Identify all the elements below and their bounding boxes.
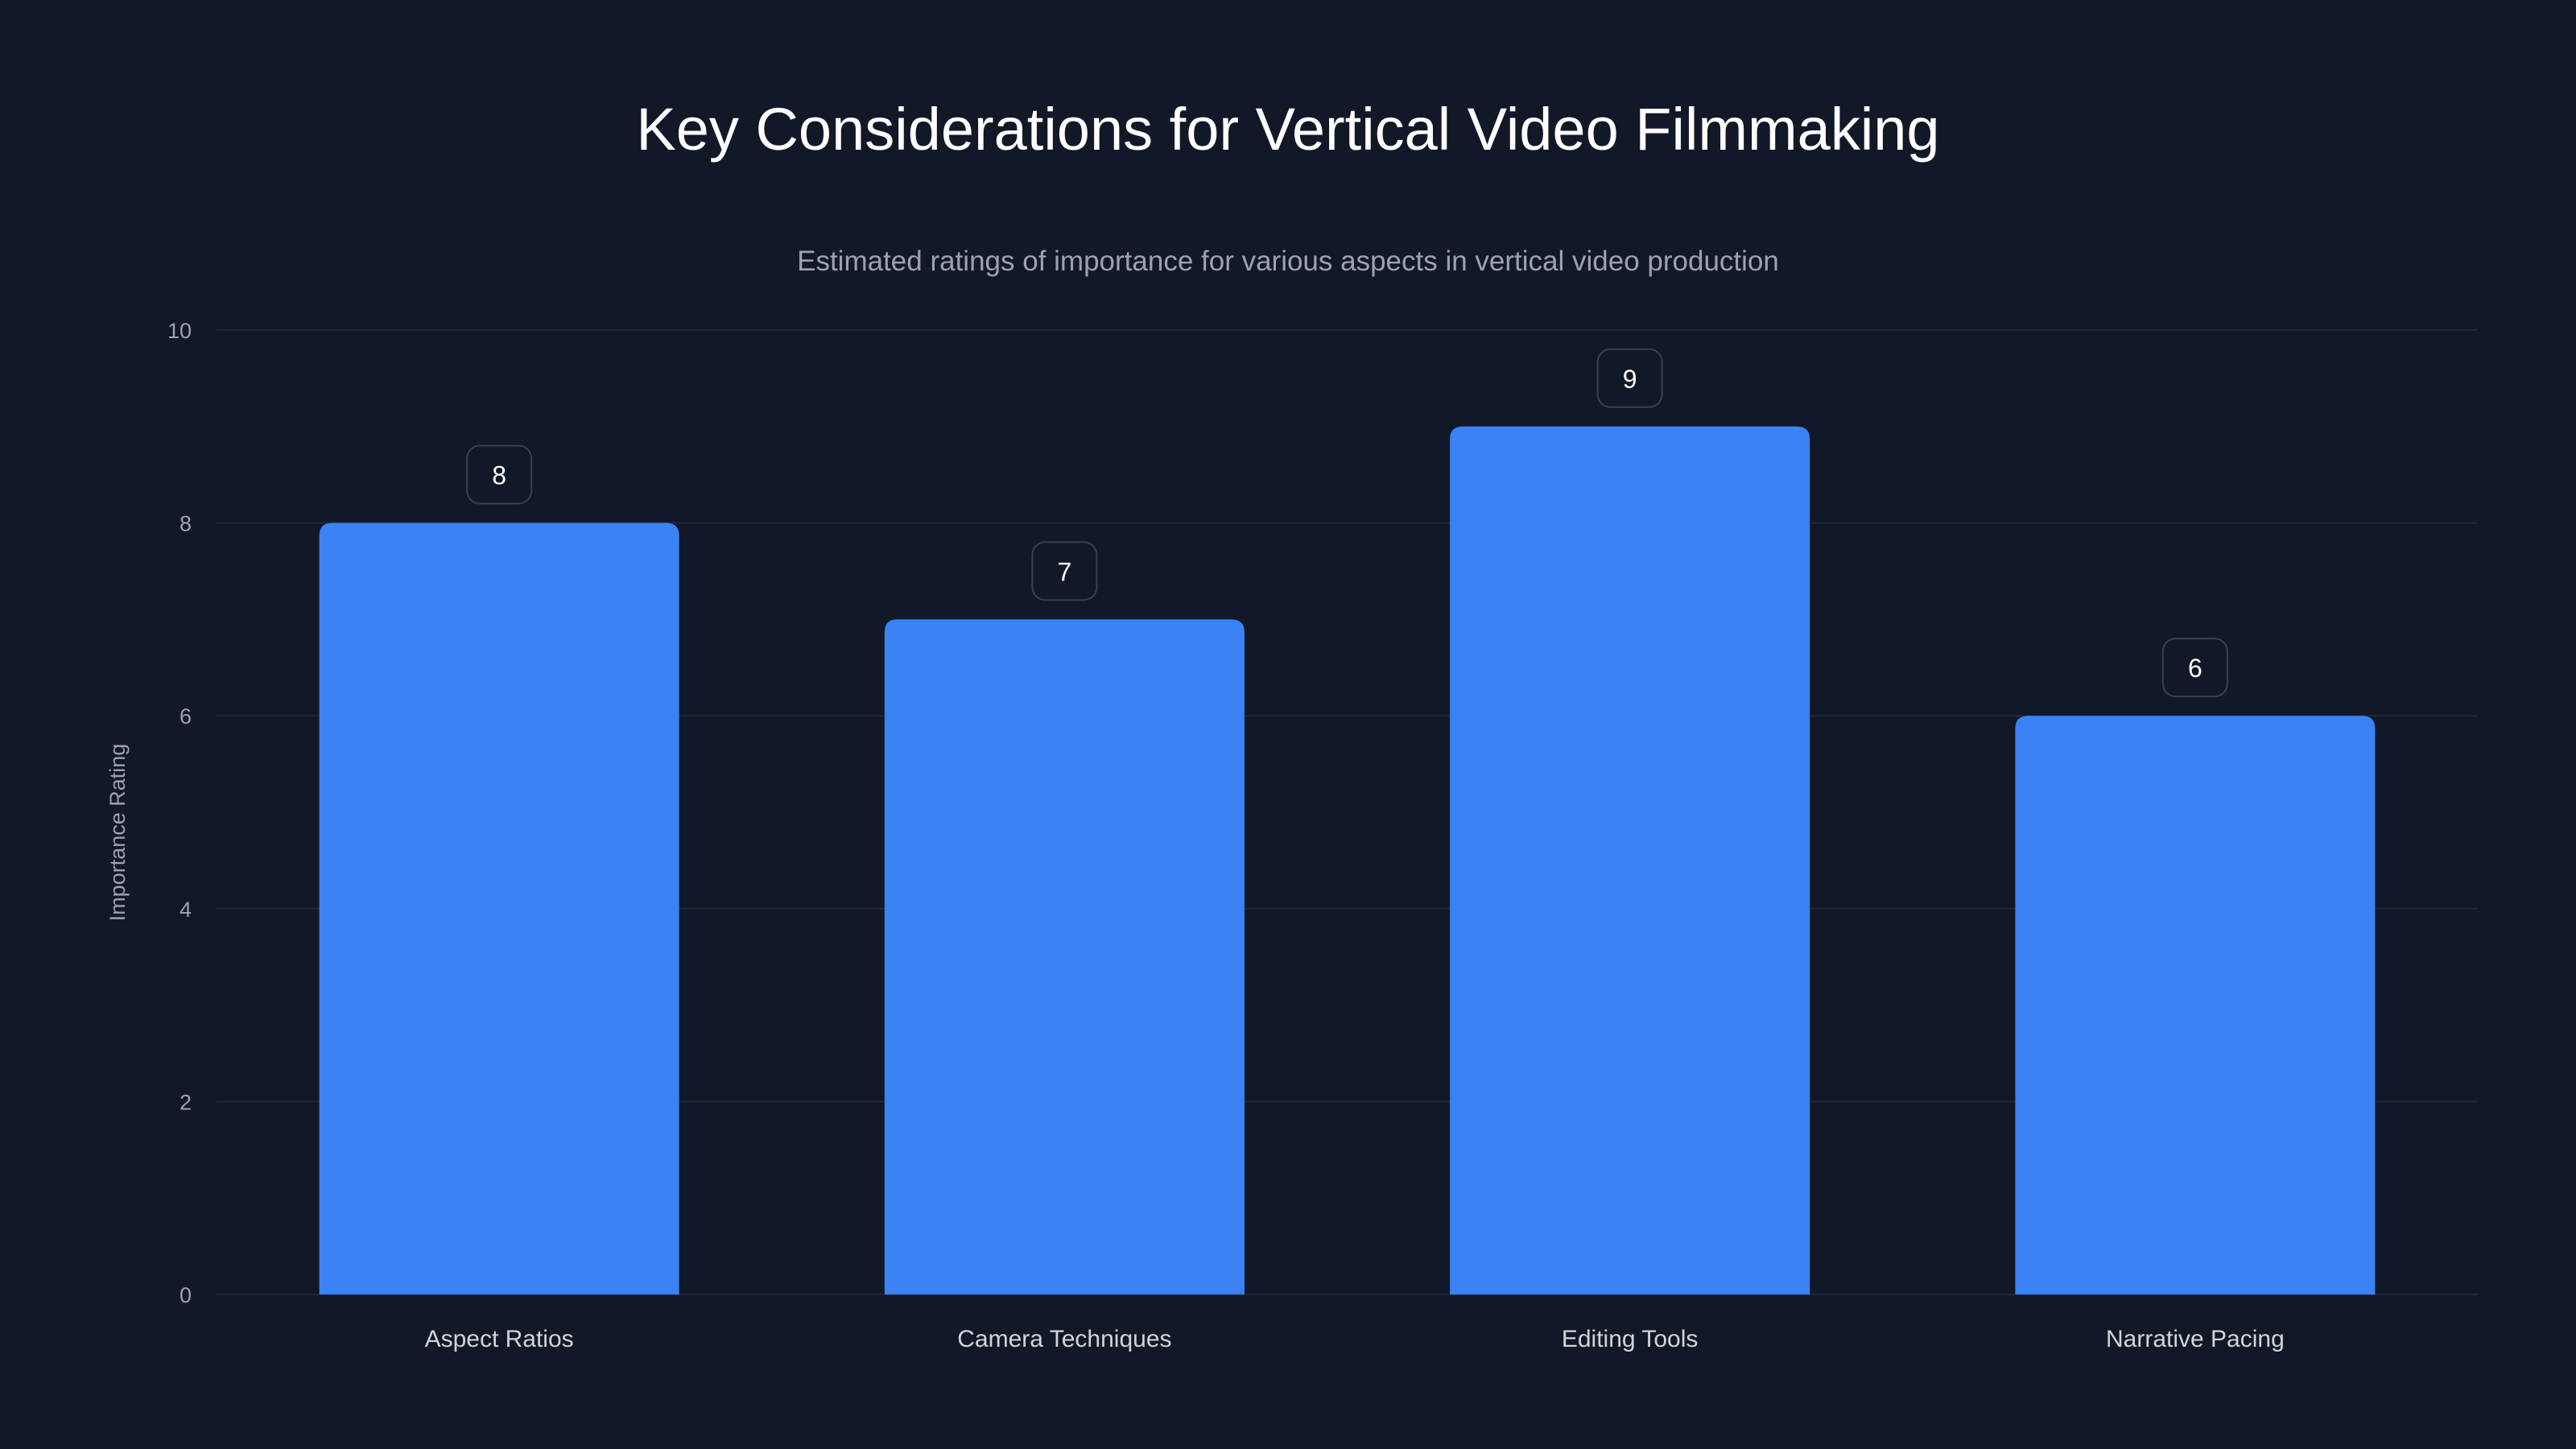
y-tick-label: 8 [180,512,192,536]
bar [1450,426,1810,1294]
y-tick-label: 4 [180,898,192,922]
y-tick-label: 0 [180,1283,192,1307]
bar [2015,716,2376,1294]
data-label: 8 [492,461,506,490]
x-tick-label: Editing Tools [1562,1326,1699,1352]
data-label: 7 [1057,557,1071,586]
y-tick-label: 10 [167,319,192,343]
x-tick-label: Narrative Pacing [2106,1326,2285,1352]
chart-subtitle: Estimated ratings of importance for vari… [797,246,1779,277]
y-tick-label: 6 [180,704,192,729]
data-label-box [2161,638,2228,698]
bar [884,619,1245,1294]
y-axis-label: Importance Rating [105,744,130,922]
x-tick-label: Camera Techniques [957,1326,1171,1352]
y-tick-label: 2 [180,1090,192,1114]
data-label: 6 [2188,654,2202,683]
data-label-box [1596,348,1663,408]
x-tick-label: Aspect Ratios [425,1326,574,1352]
bar [319,522,679,1294]
chart-title: Key Considerations for Vertical Video Fi… [636,96,1940,163]
data-label: 9 [1623,365,1637,394]
data-label-box [1031,541,1098,601]
data-label-box [466,444,533,505]
